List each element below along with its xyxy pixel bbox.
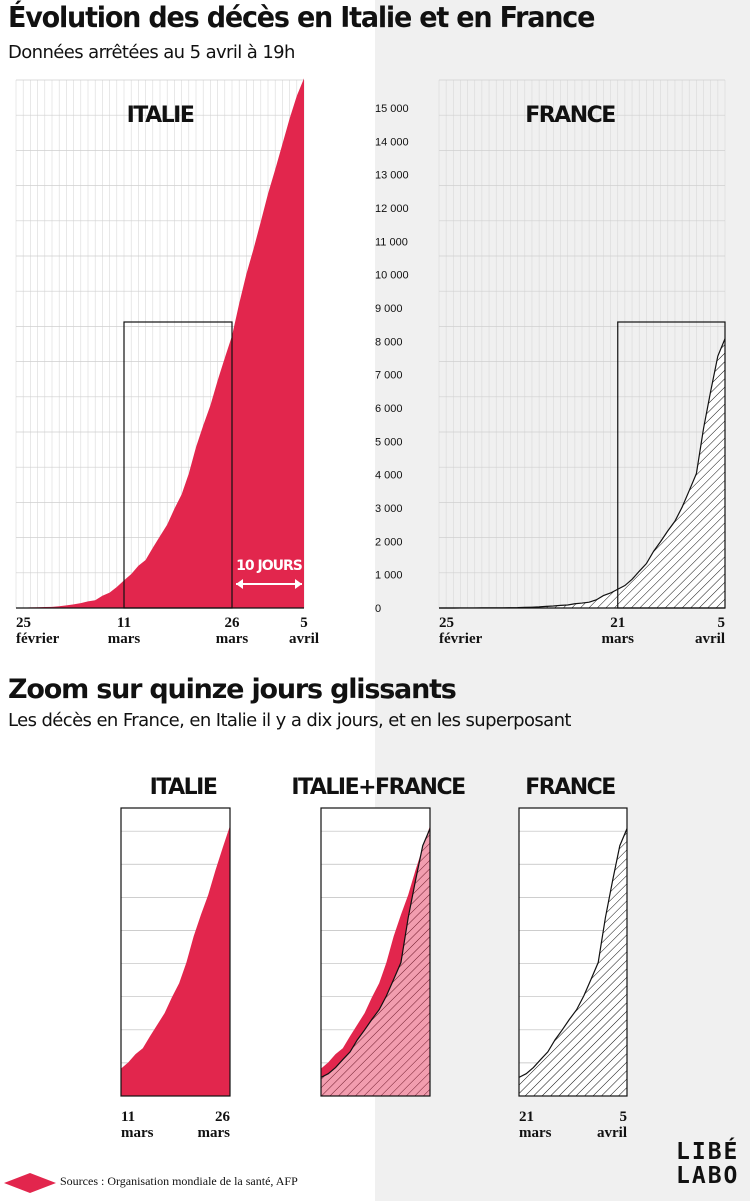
france-panel-label: FRANCE	[525, 103, 615, 128]
italy-zoom-area	[121, 825, 230, 1096]
overlay-france-hatch	[321, 828, 430, 1096]
x-tick-day: 5	[620, 1109, 628, 1125]
x-tick-month: avril	[695, 631, 725, 647]
zoom-panel-label: ITALIE+FRANCE	[291, 775, 465, 800]
arrow-left-icon	[236, 579, 243, 589]
arrow-right-icon	[295, 579, 302, 589]
x-tick-label: 25 février	[16, 615, 60, 647]
legend-diamond-icon	[4, 1173, 56, 1193]
zoom-panel-frame	[320, 807, 431, 1097]
x-tick-month: mars	[216, 631, 249, 647]
france-deaths-area	[439, 338, 725, 608]
x-tick-month: avril	[289, 631, 319, 647]
ten-days-label: 10 JOURS	[236, 558, 303, 574]
y-tick-label: 6 000	[375, 403, 403, 415]
x-tick-day: 25	[16, 615, 31, 631]
x-tick-month: mars	[198, 1125, 231, 1141]
zoom-panel-label: FRANCE	[525, 775, 615, 800]
x-tick-day: 26	[215, 1109, 231, 1125]
x-tick-month: février	[439, 631, 483, 647]
x-tick-day: 11	[121, 1109, 135, 1125]
overlay-france-line	[320, 828, 431, 1078]
x-tick-month: mars	[108, 631, 141, 647]
x-tick-label: 25 février	[439, 615, 483, 647]
zoom-panel-label: ITALIE	[150, 775, 217, 800]
x-tick-label: 11 mars	[121, 1109, 154, 1141]
y-tick-label: 10 000	[375, 270, 409, 282]
y-tick-label: 2 000	[375, 536, 403, 548]
zoom-window-box	[123, 321, 233, 609]
x-tick-label: 21 mars	[519, 1109, 552, 1141]
x-tick-label: 26 mars	[216, 615, 249, 647]
france-zoom-line	[518, 828, 628, 1078]
logo-line-1: LIBÉ	[676, 1139, 740, 1165]
x-tick-month: mars	[519, 1125, 552, 1141]
y-tick-label: 8 000	[375, 336, 403, 348]
x-tick-label: 26 mars	[198, 1109, 231, 1141]
x-tick-month: avril	[597, 1125, 627, 1141]
y-tick-label: 15 000	[375, 103, 409, 115]
france-main-chart: FRANCE 25 février 21 mars 5 avril	[438, 79, 726, 647]
y-tick-label: 4 000	[375, 470, 403, 482]
sources-note: Sources : Organisation mondiale de la sa…	[60, 1174, 298, 1188]
x-tick-label: 11 mars	[108, 615, 141, 647]
chart-subtitle: Données arrêtées au 5 avril à 19h	[8, 42, 295, 63]
zoom-window-box	[617, 321, 726, 609]
zoom-section-title: Zoom sur quinze jours glissants	[8, 674, 457, 705]
chart-title: Évolution des décès en Italie et en Fran…	[8, 2, 595, 35]
y-tick-label: 9 000	[375, 303, 403, 315]
y-tick-label: 11 000	[375, 236, 408, 248]
y-tick-label: 0	[375, 603, 381, 615]
x-tick-day: 26	[225, 615, 241, 631]
y-tick-label: 7 000	[375, 370, 403, 382]
x-tick-day: 21	[519, 1109, 534, 1125]
x-tick-day: 25	[439, 615, 454, 631]
x-tick-day: 21	[610, 615, 625, 631]
logo-line-2: LABO	[676, 1163, 740, 1189]
x-tick-label: 21 mars	[602, 615, 635, 647]
y-axis: 0 1 000 2 000 3 000 4 000 5 000 6 000 7 000 8 00…	[375, 103, 409, 615]
x-tick-label: 5 avril	[289, 615, 319, 647]
zoom-section-subtitle: Les décès en France, en Italie il y a di…	[8, 710, 571, 731]
y-tick-label: 12 000	[375, 203, 409, 215]
libe-labo-logo: LIBÉ LABO	[676, 1140, 739, 1188]
italy-panel-label: ITALIE	[127, 103, 194, 128]
y-tick-label: 14 000	[375, 136, 409, 148]
overlay-zoom-chart: ITALIE+FRANCE	[291, 775, 467, 1097]
zoom-panel-frame	[518, 807, 628, 1097]
x-tick-month: février	[16, 631, 60, 647]
x-tick-day: 5	[300, 615, 308, 631]
x-tick-label: 5 avril	[695, 615, 725, 647]
france-zoom-area	[519, 828, 627, 1096]
y-tick-label: 1 000	[375, 570, 403, 582]
x-tick-month: mars	[602, 631, 635, 647]
france-zoom-chart: FRANCE 21 mars 5 avril	[518, 775, 628, 1141]
x-tick-month: mars	[121, 1125, 154, 1141]
y-tick-label: 5 000	[375, 436, 403, 448]
x-tick-day: 5	[718, 615, 726, 631]
x-tick-day: 11	[117, 615, 131, 631]
y-tick-label: 13 000	[375, 170, 409, 182]
x-tick-label: 5 avril	[597, 1109, 627, 1141]
y-tick-label: 3 000	[375, 503, 403, 515]
zoom-panel-frame	[120, 807, 231, 1097]
